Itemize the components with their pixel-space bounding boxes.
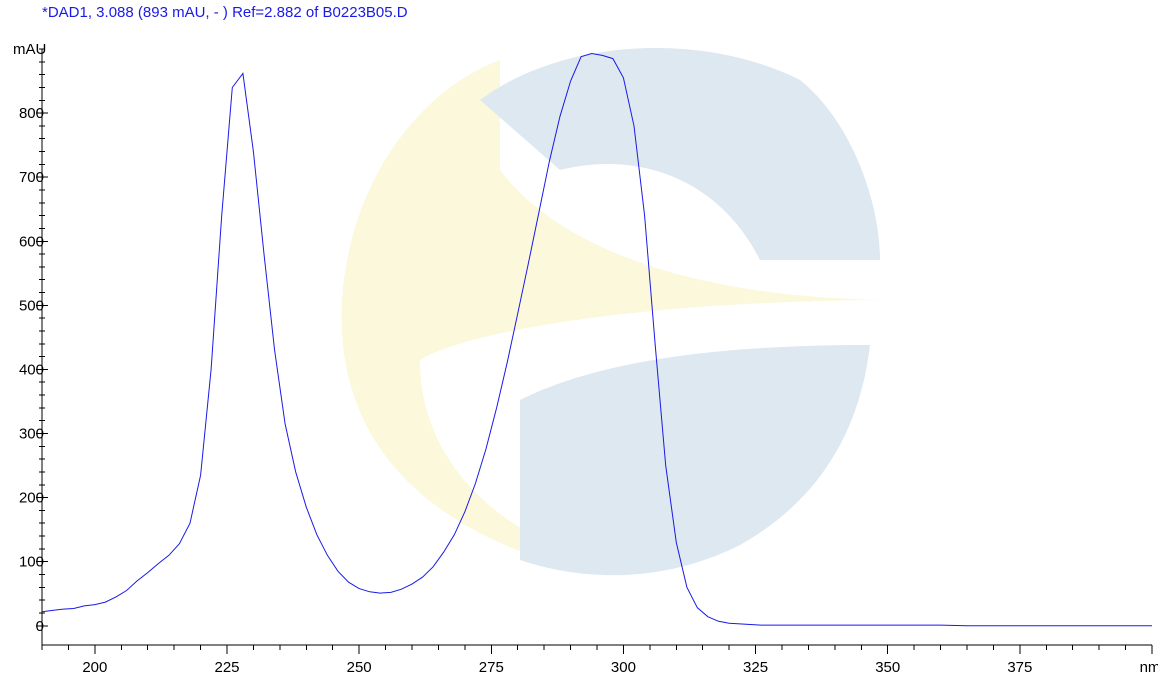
x-tick-label: 275 [479, 659, 504, 676]
y-tick-label: 700 [19, 169, 44, 186]
x-axis-unit: nm [1140, 659, 1158, 676]
y-tick-label: 400 [19, 361, 44, 378]
y-tick-label: 200 [19, 490, 44, 507]
ticks [36, 48, 1153, 654]
traces [41, 52, 1152, 627]
watermark-blue-shape [480, 47, 880, 260]
chart-title: *DAD1, 3.088 (893 mAU, - ) Ref=2.882 of … [42, 4, 408, 21]
y-axis-unit: mAU [13, 41, 46, 58]
x-tick-label: 225 [214, 659, 239, 676]
y-tick-label: 0 [36, 618, 44, 635]
tick-labels: 200 225 250 275 300 325 350 375 nm 0 100 200 300 400 5… [19, 105, 1158, 676]
y-tick-label: 600 [19, 233, 44, 250]
y-tick-label: 500 [19, 297, 44, 314]
x-tick-label: 375 [1007, 659, 1032, 676]
y-tick-label: 800 [19, 105, 44, 122]
x-tick-label: 300 [611, 659, 636, 676]
watermark-blue-lower-shape [520, 345, 870, 576]
watermark-logo [341, 47, 900, 576]
x-tick-label: 325 [743, 659, 768, 676]
y-tick-label: 300 [19, 426, 44, 443]
watermark-yellow-shape [341, 60, 900, 565]
x-tick-label: 250 [347, 659, 372, 676]
x-tick-label: 200 [82, 659, 107, 676]
x-tick-label: 350 [875, 659, 900, 676]
spectrum-trace-1 [41, 52, 1152, 627]
y-tick-label: 100 [19, 554, 44, 571]
